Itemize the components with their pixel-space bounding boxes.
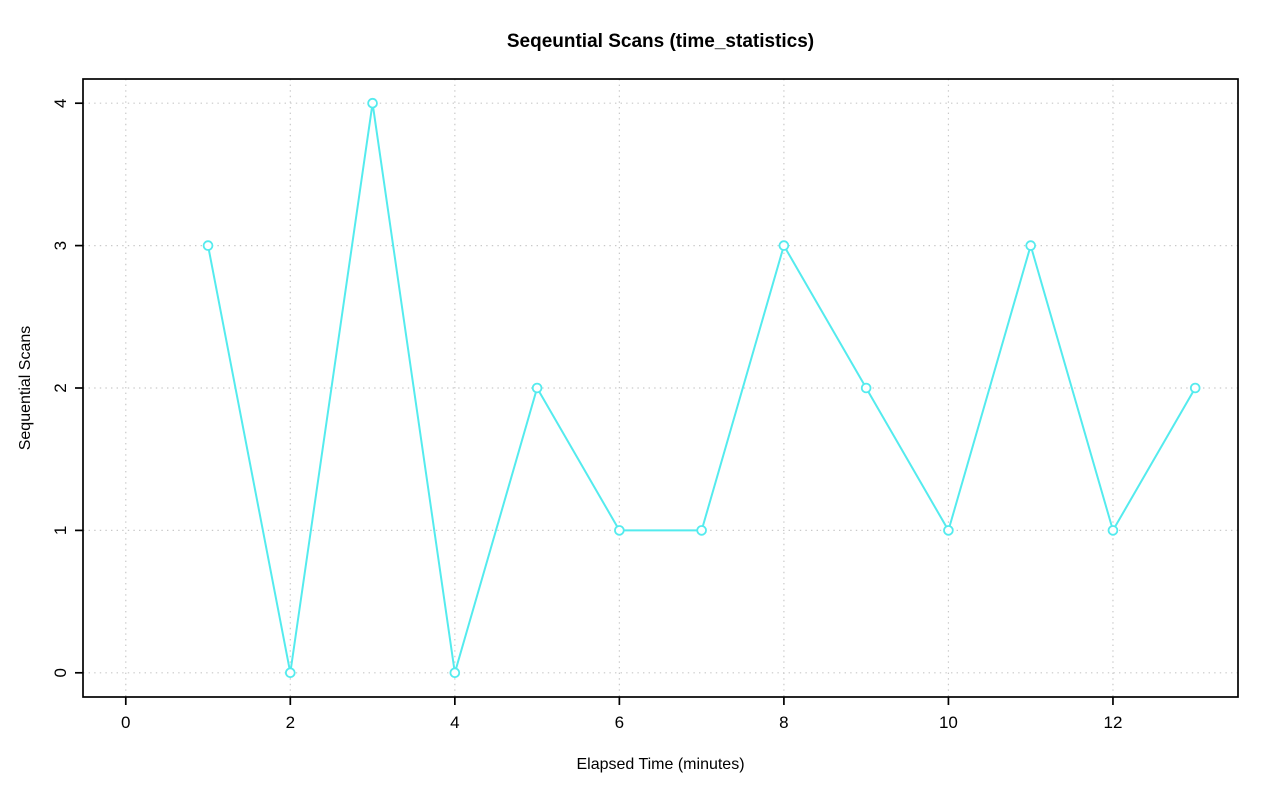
data-point <box>367 97 378 109</box>
data-point <box>531 382 543 394</box>
y-tick-label: 3 <box>51 241 70 250</box>
x-tick-label: 0 <box>121 713 130 732</box>
x-tick-label: 8 <box>779 713 788 732</box>
x-tick-label: 2 <box>286 713 295 732</box>
x-tick-label: 4 <box>450 713 459 732</box>
data-point <box>614 525 625 536</box>
data-point <box>696 525 707 536</box>
data-point <box>202 240 214 251</box>
data-point <box>1025 240 1036 251</box>
data-point <box>1107 525 1119 536</box>
data-point <box>860 382 872 394</box>
data-point <box>943 525 954 536</box>
y-tick-label: 0 <box>51 668 70 677</box>
y-tick-label: 1 <box>51 526 70 535</box>
x-axis-label: Elapsed Time (minutes) <box>576 756 745 773</box>
y-tick-label: 4 <box>51 98 70 107</box>
x-tick-label: 6 <box>615 713 624 732</box>
y-tick-label: 2 <box>51 383 70 392</box>
x-tick-label: 10 <box>939 713 958 732</box>
data-point <box>285 667 296 679</box>
data-point <box>1189 382 1201 394</box>
data-point <box>778 240 790 251</box>
data-point <box>449 667 461 679</box>
x-tick-label: 12 <box>1103 713 1122 732</box>
chart-title: Seqeuntial Scans (time_statistics) <box>506 31 815 52</box>
